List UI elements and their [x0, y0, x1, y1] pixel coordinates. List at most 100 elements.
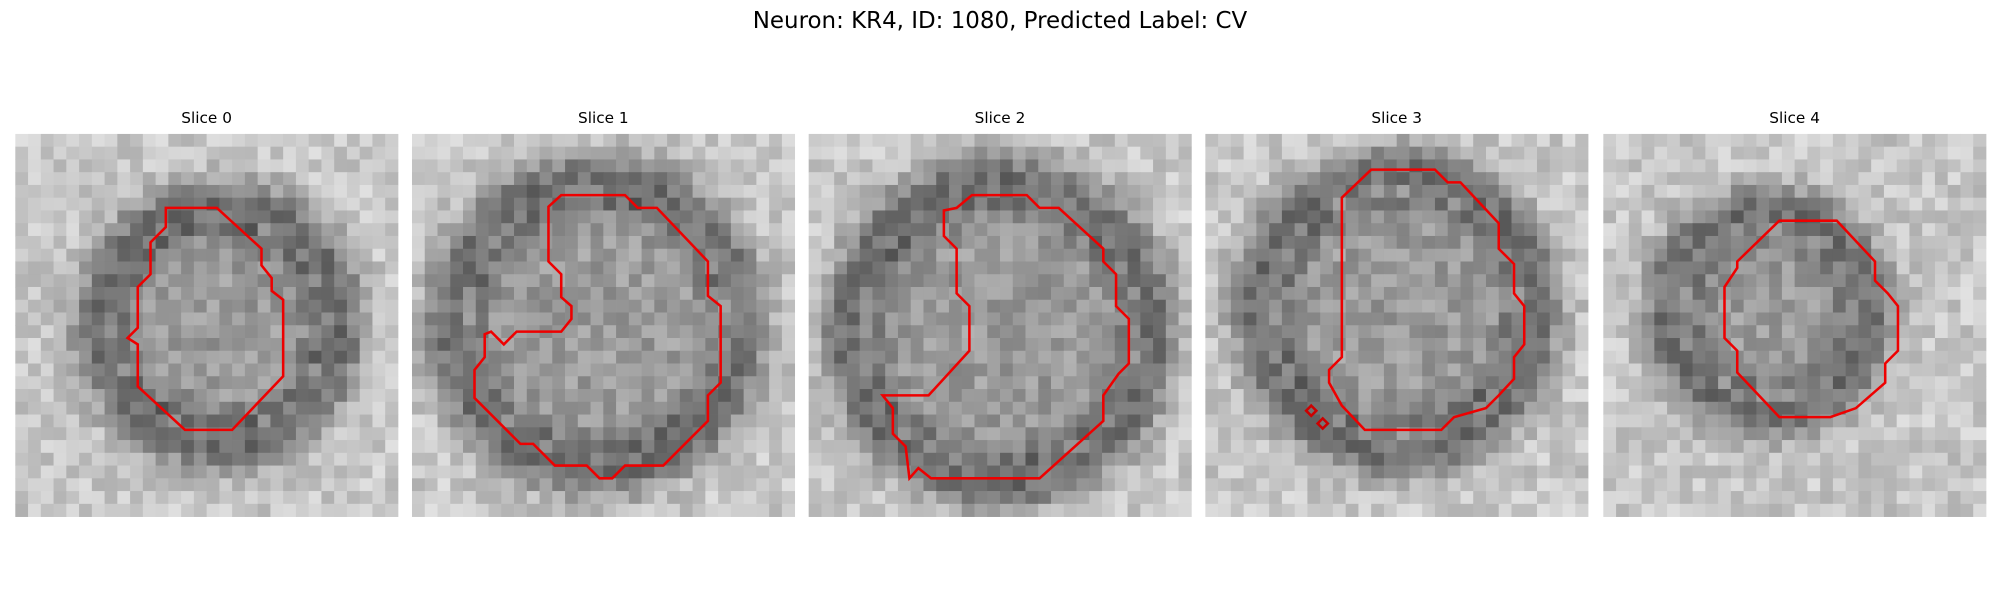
- pixel: [334, 440, 348, 454]
- pixel: [897, 312, 912, 326]
- pixel: [1692, 133, 1706, 148]
- pixel: [756, 286, 770, 301]
- pixel: [385, 172, 399, 186]
- pixel: [283, 478, 297, 492]
- pixel: [936, 133, 950, 148]
- pixel: [1641, 491, 1655, 505]
- pixel: [66, 223, 80, 237]
- pixel: [1371, 452, 1385, 466]
- pixel: [1063, 172, 1077, 186]
- pixel: [1718, 184, 1732, 199]
- pixel: [1934, 440, 1949, 454]
- pixel: [756, 414, 770, 428]
- pixel: [475, 491, 489, 505]
- pixel: [616, 478, 630, 492]
- pixel: [1692, 146, 1706, 160]
- pixel: [1909, 414, 1923, 428]
- pixel: [936, 184, 950, 199]
- pixel: [488, 465, 502, 479]
- pixel: [1756, 210, 1770, 224]
- pixel: [1641, 197, 1655, 211]
- pixel: [91, 478, 105, 492]
- contour: [473, 193, 722, 480]
- pixel: [1447, 465, 1461, 479]
- pixel: [1498, 465, 1512, 479]
- pixel: [244, 478, 259, 492]
- pixel: [437, 299, 451, 313]
- pixel: [270, 350, 284, 364]
- pixel: [91, 503, 105, 517]
- pixel: [1294, 133, 1308, 148]
- pixel: [283, 159, 297, 173]
- pixel: [1807, 465, 1821, 479]
- pixel: [552, 235, 566, 250]
- pixel: [1485, 465, 1500, 479]
- pixel: [334, 414, 348, 428]
- pixel: [1511, 440, 1525, 454]
- pixel: [142, 440, 156, 454]
- pixel: [1871, 325, 1885, 339]
- pixel: [679, 325, 693, 339]
- pixel: [590, 197, 604, 211]
- pixel: [705, 312, 719, 326]
- pixel: [897, 503, 912, 517]
- pixel: [1383, 452, 1398, 466]
- pixel: [1178, 210, 1192, 224]
- pixel: [1153, 261, 1167, 275]
- pixel: [40, 312, 54, 326]
- pixel: [168, 401, 182, 415]
- pixel: [590, 159, 604, 173]
- pixel: [1025, 235, 1039, 250]
- pixel: [1165, 350, 1179, 364]
- pixel: [1243, 223, 1257, 237]
- pixel: [424, 261, 438, 275]
- pixel: [1781, 261, 1796, 275]
- pixel: [514, 197, 528, 211]
- pixel: [321, 465, 335, 479]
- pixel: [1883, 325, 1898, 339]
- pixel: [603, 312, 617, 326]
- pixel: [1383, 491, 1398, 505]
- pixel: [1871, 389, 1885, 403]
- pixel: [1178, 440, 1192, 454]
- pixel: [91, 312, 105, 326]
- pixel: [1089, 210, 1103, 224]
- pixel: [1345, 389, 1359, 403]
- pixel: [769, 286, 783, 301]
- pixel: [1256, 427, 1270, 441]
- pixel: [1473, 274, 1487, 288]
- pixel: [1794, 363, 1808, 377]
- pixel: [385, 452, 399, 466]
- pixel: [475, 440, 489, 454]
- pixel: [565, 350, 579, 364]
- pixel: [1922, 223, 1936, 237]
- pixel: [1756, 376, 1770, 390]
- pixel: [346, 146, 361, 160]
- pixel: [769, 248, 783, 262]
- pixel: [1281, 389, 1296, 403]
- pixel: [526, 491, 540, 505]
- pixel: [1396, 376, 1410, 390]
- pixel: [1178, 376, 1192, 390]
- pixel: [577, 440, 591, 454]
- pixel: [1511, 248, 1525, 262]
- pixel: [1230, 389, 1245, 403]
- pixel: [450, 389, 464, 403]
- pixel: [769, 261, 783, 275]
- pixel: [1498, 427, 1512, 441]
- pixel: [846, 376, 861, 390]
- pixel: [1603, 274, 1617, 288]
- pixel: [846, 312, 861, 326]
- pixel: [1076, 350, 1090, 364]
- pixel: [1051, 401, 1065, 415]
- pixel: [117, 261, 131, 275]
- pixel: [1549, 299, 1563, 313]
- pixel: [987, 503, 1001, 517]
- pixel: [1743, 223, 1757, 237]
- pixel: [53, 427, 67, 441]
- pixel: [1447, 274, 1461, 288]
- pixel: [1536, 146, 1551, 160]
- pixel: [104, 363, 118, 377]
- pixel: [1294, 312, 1308, 326]
- pixel: [1038, 363, 1052, 377]
